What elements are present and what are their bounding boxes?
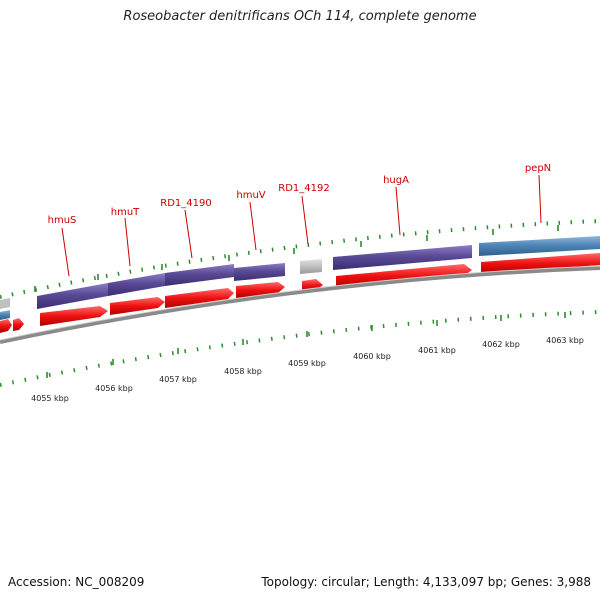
feature-rd1-4192 [300, 259, 322, 274]
scale-label-4063: 4063 kbp [546, 336, 584, 345]
feature-rd1-4190 [165, 264, 234, 286]
feature-red-2 [110, 297, 165, 315]
gene-label-hmuV: hmuV [236, 190, 265, 201]
feature-hmuS [37, 283, 108, 309]
feature-red-3 [165, 288, 234, 308]
feature-red-7 [481, 253, 600, 274]
gene-label-pepN: pepN [525, 163, 551, 174]
gene-label-hugA: hugA [383, 175, 409, 186]
scale-label-4058: 4058 kbp [224, 367, 262, 376]
feature-red-left-2 [13, 318, 24, 331]
scale-label-4061: 4061 kbp [418, 346, 456, 355]
outer-tick-track [0, 219, 600, 299]
outer-major-ticks [34, 225, 559, 292]
feature-red-1 [40, 306, 108, 326]
gene-label-rd1-4192: RD1_4192 [278, 183, 329, 194]
page-title: Roseobacter denitrificans OCh 114, compl… [123, 9, 477, 24]
topology-label: Topology: circular; Length: 4,133,097 bp… [261, 575, 591, 589]
gene-callout-lines [61, 174, 542, 277]
gene-label-rd1-4190: RD1_4190 [160, 198, 211, 209]
feature-blue-left [0, 298, 10, 309]
scale-label-4057: 4057 kbp [159, 375, 197, 384]
scale-labels: 4055 kbp 4056 kbp 4057 kbp 4058 kbp 4059… [31, 336, 584, 403]
scale-label-4055: 4055 kbp [31, 394, 69, 403]
feature-hmuV [234, 263, 285, 281]
genome-backbone [0, 266, 600, 344]
inner-major-ticks [46, 312, 566, 378]
genome-backbone-highlight [0, 265, 600, 341]
scale-label-4056: 4056 kbp [95, 384, 133, 393]
feature-blue-small [0, 310, 10, 320]
feature-hmuT [108, 273, 165, 296]
gene-label-hmuT: hmuT [111, 207, 140, 218]
feature-red-left-1 [0, 319, 12, 333]
gene-labels: hmuS hmuT RD1_4190 hmuV RD1_4192 hugA pe… [48, 163, 552, 226]
feature-hugA [333, 245, 472, 270]
scale-label-4060: 4060 kbp [353, 352, 391, 361]
feature-red-4 [236, 282, 285, 298]
scale-label-4062: 4062 kbp [482, 340, 520, 349]
scale-label-4059: 4059 kbp [288, 359, 326, 368]
accession-label: Accession: NC_008209 [8, 575, 145, 589]
feature-pepN [479, 236, 600, 256]
gene-label-hmuS: hmuS [48, 215, 77, 226]
